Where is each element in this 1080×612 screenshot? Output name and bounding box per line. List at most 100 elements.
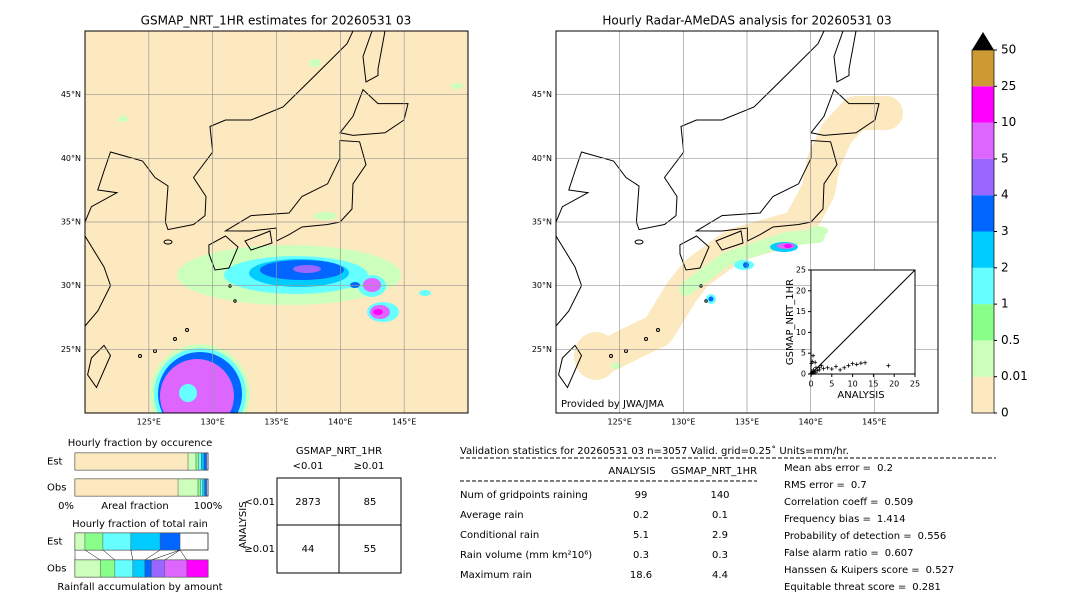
scatter-point — [842, 365, 847, 370]
bar-segment — [74, 532, 86, 551]
row-label: Rain volume (mm km²10⁶) — [460, 550, 592, 561]
x-tick-label: 130°E — [671, 418, 695, 427]
y-tick-label: 20 — [796, 286, 806, 295]
x-tick-label: 145°E — [392, 418, 416, 427]
scatter-point — [886, 363, 891, 368]
y-tick-label: 40°N — [61, 154, 81, 163]
bar-segment — [132, 559, 146, 578]
table-cell: 44 — [302, 544, 315, 555]
score: Frequency bias = 1.414 — [784, 514, 906, 525]
row-label: Conditional rain — [460, 530, 539, 541]
y-tick-label: 40°N — [532, 154, 552, 163]
y-tick-label: 25°N — [61, 345, 81, 354]
score-value: 1.414 — [877, 514, 906, 525]
bar-segment — [84, 532, 104, 551]
bar-segment — [198, 452, 202, 471]
scatter-point — [821, 366, 826, 371]
y-tick-label: 10 — [796, 328, 806, 337]
y-tick-label: 35°N — [532, 218, 552, 227]
axis-min-label: 0% — [58, 501, 74, 512]
scatter-point — [810, 359, 815, 364]
connector — [144, 549, 161, 561]
column-header: ≥0.01 — [354, 461, 385, 472]
y-tick-label: 45°N — [61, 90, 81, 99]
colorbar-label: 0 — [1001, 406, 1009, 420]
x-tick-label: 140°E — [799, 418, 823, 427]
scatter-point — [813, 360, 818, 365]
colorbar-segment — [972, 86, 994, 123]
x-tick-label: 135°E — [735, 418, 759, 427]
score: Probability of detection = 0.556 — [784, 531, 946, 542]
connector — [151, 549, 181, 561]
colorbar-segment — [972, 195, 994, 232]
x-tick-label: 145°E — [862, 418, 886, 427]
scatter-point — [838, 367, 843, 372]
colorbar-label: 0.5 — [1001, 333, 1020, 347]
table-value: 18.6 — [630, 570, 652, 581]
credit: Provided by JWA/JMA — [561, 399, 664, 410]
table-value: 99 — [635, 490, 648, 501]
score-label: Mean abs error = — [784, 463, 871, 474]
row-header: ≥0.01 — [244, 544, 275, 555]
score-label: False alarm ratio = — [784, 548, 879, 559]
colorbar-label: 3 — [1001, 224, 1009, 238]
score: False alarm ratio = 0.607 — [784, 548, 913, 559]
bar-segment — [187, 452, 197, 471]
y-tick-label: 25 — [796, 266, 806, 275]
colorbar-segment — [972, 50, 994, 87]
score-value: 0.2 — [877, 463, 893, 474]
table-title: GSMAP_NRT_1HR — [296, 446, 382, 457]
bar-segment — [144, 559, 152, 578]
occurrence-title: Hourly fraction by occurence — [68, 438, 212, 449]
bar-segment — [195, 452, 199, 471]
x-tick-label: 125°E — [137, 418, 161, 427]
column-header: <0.01 — [293, 461, 324, 472]
bar-segment — [74, 478, 179, 497]
bar-segment — [164, 559, 187, 578]
table-value: 5.1 — [633, 530, 649, 541]
bar-segment — [114, 559, 134, 578]
bar-segment — [130, 532, 161, 551]
bar-segment — [186, 559, 209, 578]
bar-segment — [159, 532, 181, 551]
column-header: GSMAP_NRT_1HR — [671, 466, 757, 477]
table-value: 2.9 — [712, 530, 728, 541]
x-tick-label: 130°E — [201, 418, 225, 427]
score-value: 0.527 — [926, 565, 955, 576]
table-cell: 85 — [364, 497, 377, 508]
colorbar-label: 1 — [1001, 297, 1009, 311]
connector — [164, 549, 181, 561]
score-value: 0.607 — [885, 548, 914, 559]
score-value: 0.7 — [851, 480, 867, 491]
scatter-point — [833, 364, 838, 369]
y-tick-label: 45°N — [532, 90, 552, 99]
y-tick-label: 5 — [801, 349, 806, 358]
scatter-point — [829, 367, 834, 372]
right-map-title: Hourly Radar-AMeDAS analysis for 2026053… — [602, 14, 891, 28]
left-map — [85, 31, 468, 413]
row-label: Obs — [47, 564, 66, 575]
validation-header: Validation statistics for 20260531 03 n=… — [460, 445, 849, 457]
y-tick-label: 15 — [796, 307, 806, 316]
bar-segment — [177, 478, 199, 497]
scatter-point — [850, 361, 855, 366]
bar-segment — [200, 478, 203, 497]
row-label: Est — [47, 537, 63, 548]
one-to-one-line — [810, 269, 916, 375]
bar-segment — [203, 452, 207, 471]
y-tick-label: 25°N — [532, 345, 552, 354]
x-tick-label: 15 — [868, 380, 878, 389]
bar-segment — [102, 532, 132, 551]
bar-segment — [151, 559, 165, 578]
scatter-point — [813, 370, 818, 375]
row-label: Est — [47, 457, 63, 468]
bar-segment — [204, 478, 207, 497]
x-tick-label: 25 — [910, 380, 920, 389]
total-rain-label: Rainfall accumulation by amount — [57, 582, 222, 593]
score: RMS error = 0.7 — [784, 480, 867, 491]
scatter-point — [825, 365, 830, 370]
x-tick-label: 125°E — [608, 418, 632, 427]
colorbar-segment — [972, 267, 994, 305]
colorbar-label: 0.01 — [1001, 369, 1028, 383]
